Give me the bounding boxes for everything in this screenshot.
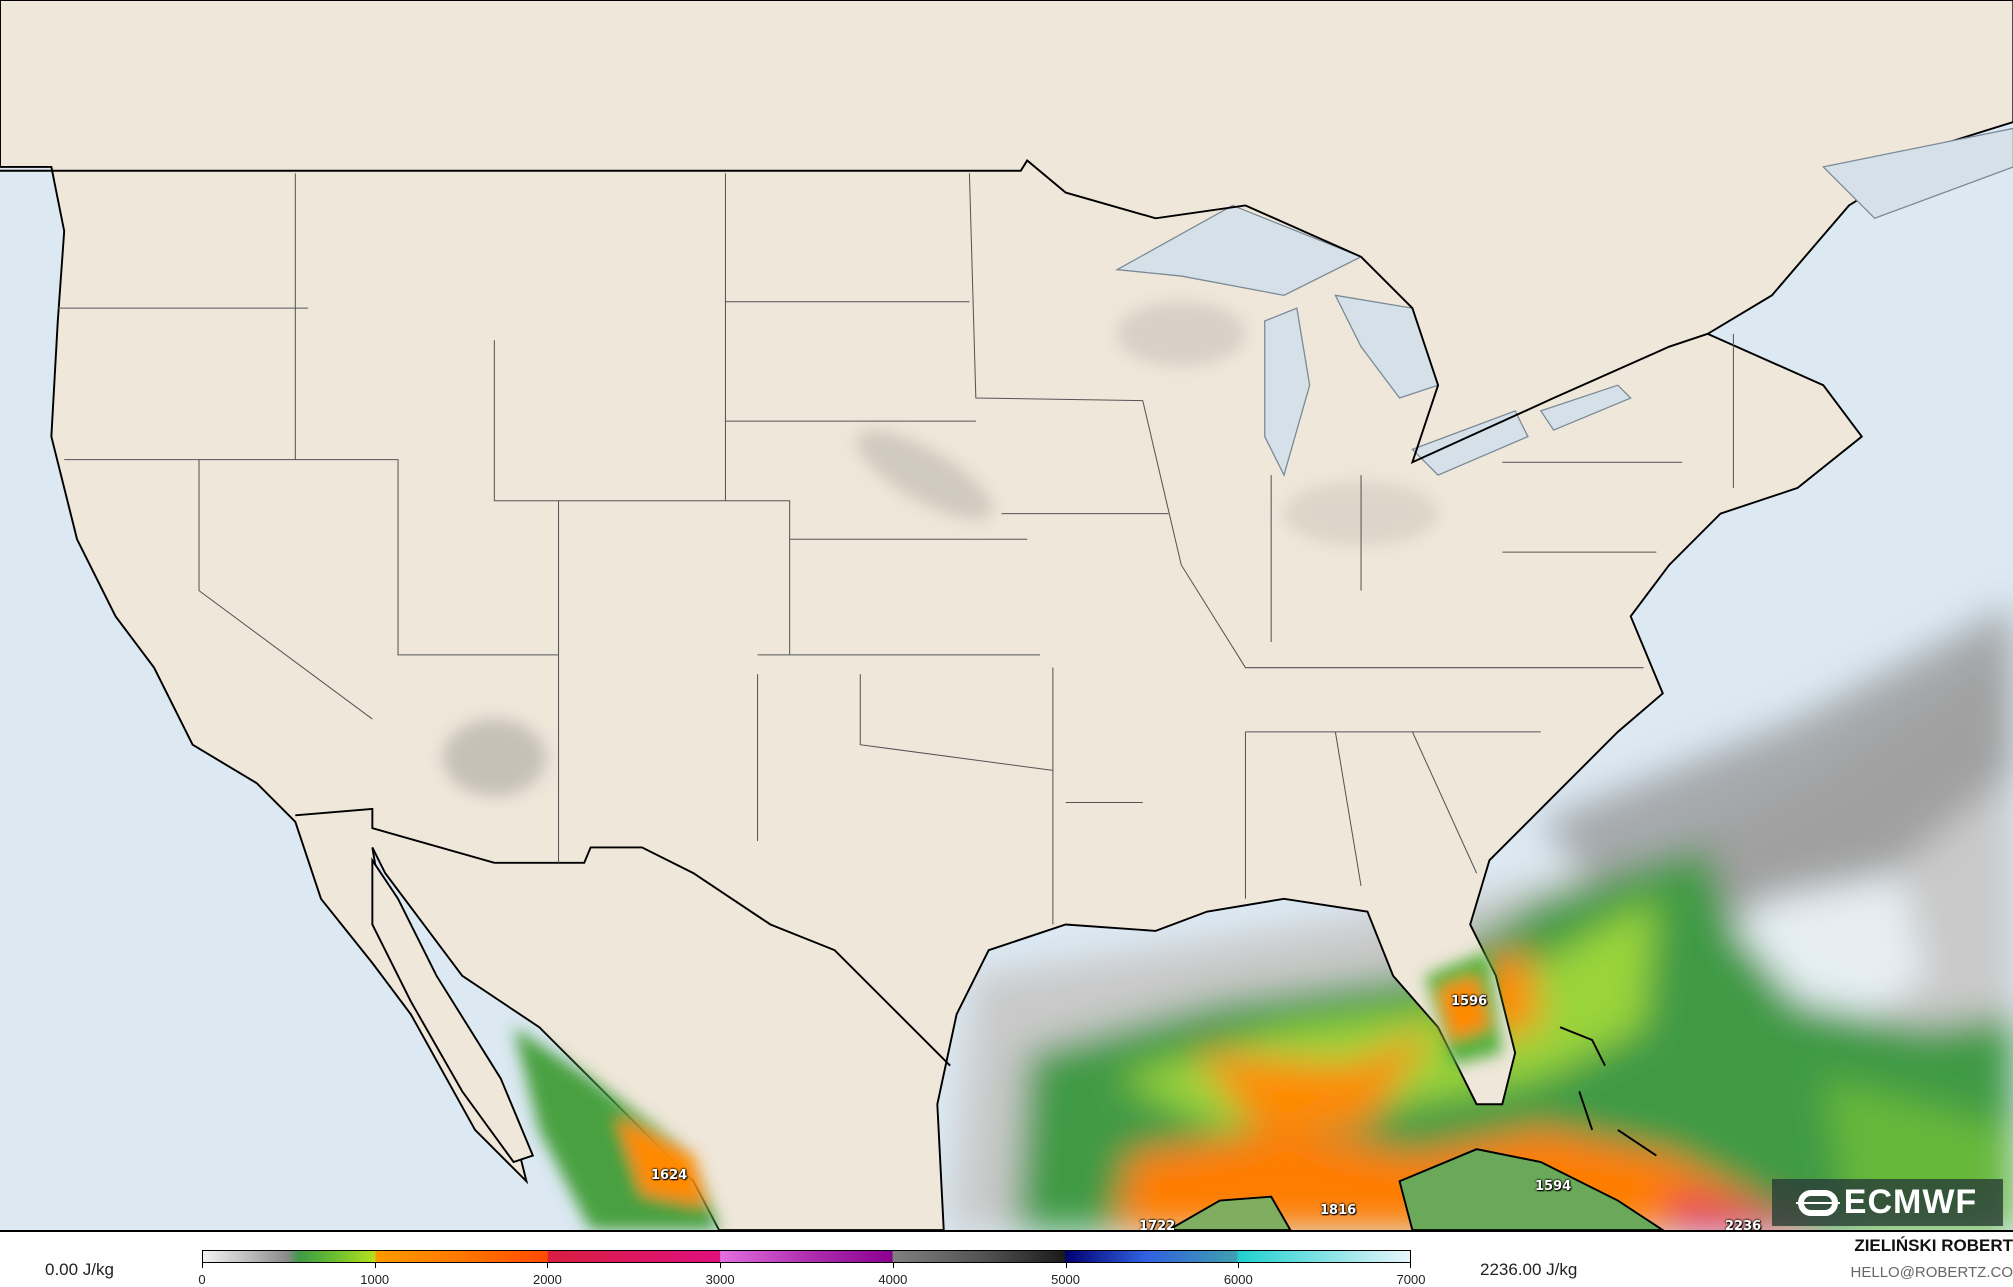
- legend-min-label: 0.00 J/kg: [45, 1260, 114, 1279]
- author-credit: ZIELIŃSKI ROBERT: [1854, 1236, 2013, 1255]
- colorbar-tick: [547, 1262, 549, 1268]
- cape-map: 1596 1624 1722 1816 1594 2236 ECMWF: [0, 0, 2013, 1234]
- colorbar-tick: [1238, 1262, 1240, 1268]
- ecmwf-logo: ECMWF: [1772, 1179, 2003, 1226]
- colorbar-tick-label: 4000: [878, 1272, 908, 1287]
- country-borders: [0, 159, 1709, 1067]
- colorbar-tick: [720, 1262, 722, 1268]
- colorbar-tick-label: 6000: [1223, 1272, 1253, 1287]
- colorbar-tick: [892, 1262, 894, 1268]
- state-lines: [57, 173, 1734, 925]
- colorbar-tick-label: 7000: [1396, 1272, 1426, 1287]
- map-canvas: [0, 0, 2013, 1232]
- great-lakes: [1114, 127, 2013, 477]
- value-label: 1722: [1139, 1219, 1176, 1234]
- land-bahamas: [1559, 1026, 1657, 1157]
- land-north-america: [0, 0, 2013, 1232]
- colorbar-tick-label: 1000: [360, 1272, 390, 1287]
- value-label: 1816: [1320, 1203, 1357, 1218]
- colorbar: [202, 1250, 1411, 1263]
- colorbar-tick: [374, 1262, 376, 1268]
- colorbar-tick: [1410, 1262, 1411, 1268]
- ecmwf-logo-icon: [1795, 1189, 1840, 1216]
- colorbar-tick-label: 5000: [1051, 1272, 1081, 1287]
- author-email: HELLO@ROBERTZ.CO: [1850, 1264, 2013, 1281]
- logo-text: ECMWF: [1843, 1183, 1978, 1221]
- value-label: 1596: [1451, 994, 1488, 1009]
- colorbar-tick: [1065, 1262, 1067, 1268]
- colorbar-tick-label: 3000: [705, 1272, 735, 1287]
- colorbar-tick: [202, 1262, 203, 1268]
- legend-max-label: 2236.00 J/kg: [1480, 1260, 1578, 1279]
- value-label: 1594: [1535, 1179, 1572, 1194]
- value-label: 2236: [1725, 1219, 1762, 1234]
- value-label: 1624: [651, 1168, 688, 1183]
- cape-field-land: [442, 301, 1503, 1231]
- colorbar-tick-label: 0: [198, 1272, 206, 1287]
- land-baja: [371, 857, 535, 1164]
- colorbar-tick-label: 2000: [532, 1272, 562, 1287]
